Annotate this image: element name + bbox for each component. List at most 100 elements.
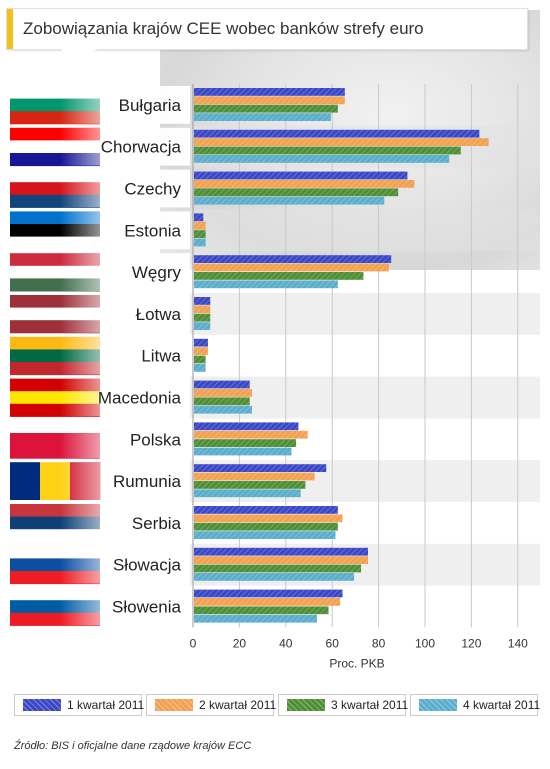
bar-hatch <box>194 280 338 289</box>
flag-10 <box>10 504 190 543</box>
x-tick-label: 0 <box>190 636 197 650</box>
bar-hatch <box>194 547 368 556</box>
category-label: Węgry <box>132 263 182 282</box>
category-label: Słowenia <box>112 598 182 617</box>
title-accent-bar <box>7 9 13 49</box>
row-band <box>190 209 540 252</box>
bar-hatch <box>194 221 206 230</box>
bar-hatch <box>194 355 206 364</box>
category-label: Słowacja <box>113 556 182 575</box>
flag-2 <box>10 169 190 208</box>
x-tick-label: 140 <box>508 636 528 650</box>
legend-swatch <box>287 699 325 711</box>
bar-hatch <box>194 171 408 180</box>
bar-hatch <box>194 322 211 330</box>
category-label: Rumunia <box>113 472 182 491</box>
row-band <box>190 293 540 335</box>
bar-hatch <box>194 531 336 539</box>
bar-hatch <box>194 347 208 355</box>
legend-swatch <box>23 699 61 711</box>
bar-hatch <box>194 88 345 96</box>
bar-hatch <box>194 514 343 523</box>
bar-hatch <box>194 255 392 263</box>
bar-hatch <box>194 338 208 347</box>
bar-hatch <box>194 380 250 389</box>
flag-8 <box>10 420 190 459</box>
category-label: Chorwacja <box>101 138 182 157</box>
bar-hatch <box>194 146 461 155</box>
bar-hatch <box>194 196 385 205</box>
bar-hatch <box>194 430 308 439</box>
legend-label: 1 kwartał 2011 <box>67 698 145 712</box>
x-tick-label: 80 <box>372 636 386 650</box>
category-label: Litwa <box>141 347 181 366</box>
x-tick-label: 100 <box>415 636 435 650</box>
x-tick-label: 120 <box>461 636 481 650</box>
bar-hatch <box>194 180 415 188</box>
flag-1 <box>10 127 190 167</box>
source-note: Źródło: BIS i oficjalne dane rządowe kra… <box>14 740 252 752</box>
bar-hatch <box>194 489 301 498</box>
legend-item: 4 kwartał 2011 <box>410 694 541 716</box>
bar-hatch <box>194 598 341 606</box>
x-tick-label: 40 <box>279 636 293 650</box>
bar-hatch <box>194 389 252 397</box>
bar-hatch <box>194 188 399 197</box>
flag-5 <box>10 295 190 334</box>
legend-item: 1 kwartał 2011 <box>14 694 145 716</box>
category-label: Łotwa <box>136 305 182 324</box>
x-tick-label: 60 <box>326 636 340 650</box>
bar-hatch <box>194 263 389 272</box>
bar-hatch <box>194 556 368 564</box>
legend-label: 3 kwartał 2011 <box>331 698 409 712</box>
bar-hatch <box>194 104 338 113</box>
bar-hatch <box>194 313 211 322</box>
bar-hatch <box>194 439 297 447</box>
bar-hatch <box>194 589 343 598</box>
bar-hatch <box>194 606 329 615</box>
bar-hatch <box>194 614 317 623</box>
bar-hatch <box>194 447 292 456</box>
title-callout-tail <box>60 48 100 62</box>
category-label: Estonia <box>124 221 181 240</box>
chart-title: Zobowiązania krajów CEE wobec banków str… <box>23 19 424 38</box>
legend-label: 4 kwartał 2011 <box>463 698 541 712</box>
bar-hatch <box>194 564 362 573</box>
bar-hatch <box>194 96 345 105</box>
legend-swatch <box>155 699 193 711</box>
bar-hatch <box>194 397 250 406</box>
bar-hatch <box>194 305 211 314</box>
legend-item: 3 kwartał 2011 <box>278 694 409 716</box>
flag-3 <box>10 211 190 250</box>
bar-hatch <box>194 272 364 280</box>
bar-hatch <box>194 405 252 414</box>
bar-hatch <box>194 238 206 247</box>
flag-9 <box>10 462 190 500</box>
category-label: Czechy <box>124 180 181 199</box>
legend-item: 2 kwartał 2011 <box>146 694 277 716</box>
flag-11 <box>10 545 190 585</box>
bar-hatch <box>194 364 206 372</box>
bar-hatch <box>194 506 338 514</box>
bar-hatch <box>194 129 480 138</box>
x-tick-label: 20 <box>233 636 247 650</box>
category-label: Bułgaria <box>119 96 182 115</box>
flag-6 <box>10 336 190 376</box>
title-box: Zobowiązania krajów CEE wobec banków str… <box>6 8 528 50</box>
legend-label: 2 kwartał 2011 <box>199 698 277 712</box>
chart-area: Bułgaria Chorwacja Czechy Estonia Węgry Łotwa… <box>10 84 540 670</box>
flag-4 <box>10 253 190 292</box>
bar-hatch <box>194 213 204 222</box>
x-axis-title: Proc. PKB <box>329 656 384 670</box>
bar-hatch <box>194 297 211 305</box>
bar-hatch <box>194 138 489 146</box>
bar-hatch <box>194 113 331 121</box>
flag-7 <box>10 378 190 417</box>
legend-swatch <box>419 699 457 711</box>
bar-hatch <box>194 481 306 489</box>
category-label: Macedonia <box>98 389 182 408</box>
bar-hatch <box>194 155 450 163</box>
bar-hatch <box>194 522 338 531</box>
flag-0 <box>10 86 190 125</box>
category-label: Polska <box>130 430 182 449</box>
